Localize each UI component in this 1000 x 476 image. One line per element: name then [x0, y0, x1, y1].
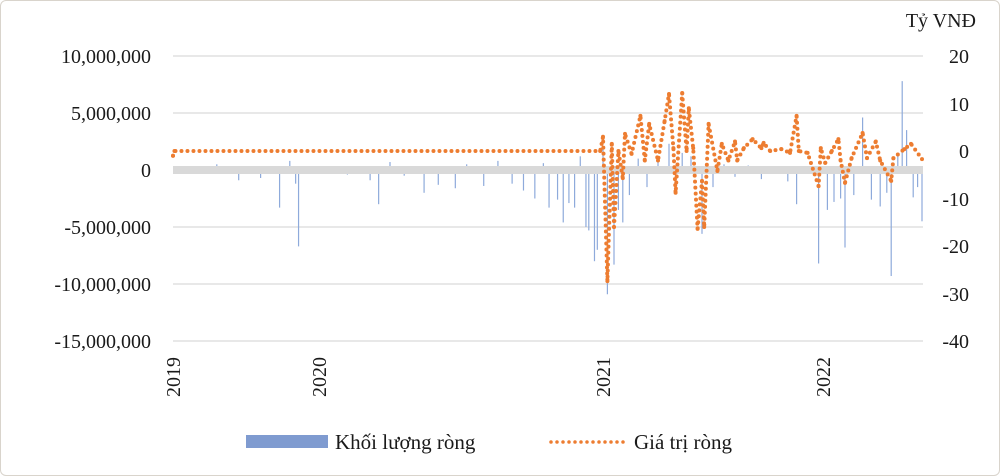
left-tick: 5,000,000: [71, 103, 151, 125]
value-point: [891, 156, 896, 161]
value-point: [719, 141, 724, 146]
x-axis-labels: 2019 2020 2021 2022: [163, 357, 835, 397]
value-point: [656, 158, 660, 163]
right-tick: -30: [942, 284, 969, 306]
right-tick: -40: [942, 331, 969, 353]
value-point: [686, 106, 691, 111]
value-point: [849, 156, 854, 161]
value-point: [889, 178, 894, 183]
value-point: [171, 153, 175, 158]
value-point: [642, 158, 647, 163]
value-point: [823, 160, 828, 165]
left-tick: -10,000,000: [54, 274, 151, 296]
value-point: [805, 150, 810, 155]
value-point: [638, 113, 643, 118]
value-point: [629, 151, 634, 156]
value-point: [623, 131, 627, 136]
value-point: [671, 146, 676, 151]
value-point: [909, 141, 913, 146]
value-point: [796, 149, 801, 153]
left-axis-labels: 10,000,000 5,000,000 0 -5,000,000 -10,00…: [54, 46, 151, 353]
value-point: [616, 149, 621, 153]
value-point: [920, 157, 924, 162]
value-point: [680, 91, 685, 96]
right-axis-labels: Tỷ VNĐ 20 10 0 -10 -20 -30 -40: [906, 10, 976, 353]
value-point: [609, 141, 614, 146]
x-tick: 2021: [593, 357, 615, 397]
value-point: [902, 147, 907, 152]
value-point: [726, 158, 731, 163]
value-point: [768, 149, 773, 153]
value-point: [172, 149, 177, 153]
right-axis-unit: Tỷ VNĐ: [906, 10, 976, 32]
value-point: [691, 146, 696, 151]
value-point: [860, 130, 865, 135]
legend-bar-swatch: [246, 435, 328, 448]
right-tick: 10: [949, 94, 969, 116]
right-tick: 0: [959, 141, 969, 163]
zero-axis-band: [173, 166, 923, 174]
value-point: [620, 176, 625, 181]
value-point: [761, 140, 766, 145]
legend: Khối lượng ròng Giá trị ròng: [246, 430, 732, 454]
value-point: [873, 139, 878, 144]
right-tick: -20: [942, 236, 969, 258]
value-point: [612, 225, 616, 229]
left-tick: -15,000,000: [54, 331, 151, 353]
value-point: [829, 149, 834, 153]
left-tick: -5,000,000: [64, 217, 151, 239]
value-point: [673, 190, 678, 195]
value-point: [684, 149, 689, 153]
value-point: [605, 279, 610, 284]
value-point: [750, 137, 755, 142]
value-point: [700, 178, 704, 183]
value-point: [836, 137, 841, 142]
value-point: [695, 226, 700, 231]
value-point: [702, 225, 707, 229]
value-point: [779, 147, 784, 152]
left-tick: 0: [141, 160, 151, 182]
value-point: [598, 149, 603, 153]
value-line: [171, 91, 924, 284]
right-tick: -10: [942, 189, 969, 211]
value-point: [816, 184, 821, 189]
left-tick: 10,000,000: [61, 46, 151, 68]
value-point: [865, 156, 869, 161]
value-point: [818, 146, 823, 151]
value-point: [741, 146, 746, 151]
x-tick: 2020: [309, 357, 331, 397]
value-point: [843, 180, 847, 185]
value-point: [788, 150, 792, 155]
right-tick: 20: [949, 46, 969, 68]
value-point: [662, 119, 667, 124]
value-point: [706, 121, 711, 126]
legend-line-label: Giá trị ròng: [634, 430, 732, 454]
value-point: [735, 158, 740, 163]
value-point: [667, 92, 671, 96]
value-point: [838, 158, 843, 163]
value-point: [759, 146, 764, 151]
value-point: [878, 158, 883, 163]
value-point: [733, 139, 737, 144]
legend-bar-label: Khối lượng ròng: [335, 430, 476, 454]
value-point: [794, 113, 799, 118]
x-tick: 2022: [813, 357, 835, 397]
value-point: [601, 134, 605, 139]
value-point: [647, 121, 652, 126]
line-series: [171, 91, 924, 284]
gridlines: [173, 55, 923, 342]
x-tick: 2019: [163, 357, 185, 397]
value-point: [715, 168, 720, 173]
